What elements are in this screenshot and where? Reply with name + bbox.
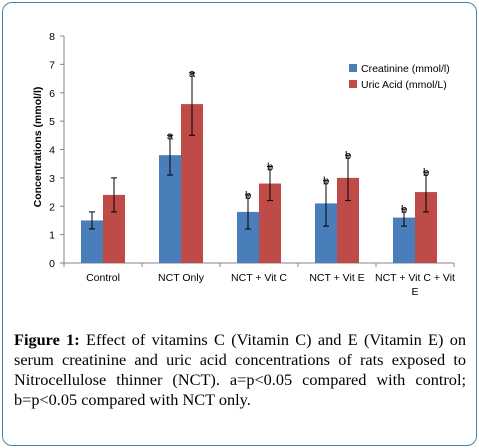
- legend-label: Creatinine (mmol/l): [361, 63, 450, 75]
- legend-swatch: [349, 80, 357, 88]
- x-tick-label: Control: [86, 272, 120, 284]
- y-tick-label: 8: [49, 31, 55, 43]
- x-tick-label: NCT + Vit E: [309, 272, 364, 284]
- y-tick-label: 2: [49, 201, 55, 213]
- significance-letter: b: [323, 176, 329, 188]
- y-axis-label: Concentrations (mmol/l): [32, 87, 44, 208]
- x-tick-label: NCT + Vit C: [231, 272, 287, 284]
- bar-chart: a b b b a b b b 0 1 2 3 4 5 6 7 8 Control NCT Only NCT + V…: [32, 31, 455, 298]
- chart-error-bars: [89, 72, 429, 230]
- legend-label: Uric Acid (mmol/L): [361, 79, 447, 91]
- significance-letter: b: [423, 167, 429, 179]
- x-tick-label: NCT Only: [158, 272, 205, 284]
- bar-creatinine: [159, 155, 181, 263]
- bar-uric-acid: [103, 194, 125, 263]
- y-tick-label: 5: [49, 116, 55, 128]
- bar-creatinine: [315, 203, 337, 263]
- y-tick-label: 3: [49, 173, 55, 185]
- significance-letter: a: [167, 130, 174, 142]
- significance-letter: b: [245, 190, 251, 202]
- chart-tick-labels: 0 1 2 3 4 5 6 7 8 Control NCT Only NCT + Vit C NCT +…: [49, 31, 455, 298]
- bar-uric-acid: [181, 104, 203, 263]
- y-tick-label: 7: [49, 59, 55, 71]
- y-tick-label: 6: [49, 88, 55, 100]
- bar-creatinine: [237, 211, 259, 263]
- figure-caption: Figure 1: Effect of vitamins C (Vitamin …: [14, 330, 466, 410]
- chart-legend: Creatinine (mmol/l) Uric Acid (mmol/L): [349, 63, 450, 91]
- bar-uric-acid: [415, 192, 437, 263]
- y-tick-label: 1: [49, 230, 55, 242]
- chart-annotations: a b b b a b b b: [167, 68, 429, 216]
- y-tick-label: 0: [49, 258, 55, 270]
- significance-letter: b: [267, 162, 273, 174]
- bar-uric-acid: [337, 177, 359, 263]
- legend-swatch: [349, 64, 357, 72]
- significance-letter: b: [345, 150, 351, 162]
- bar-uric-acid: [259, 183, 281, 263]
- chart-bars: [81, 104, 437, 263]
- bar-creatinine: [393, 217, 415, 263]
- caption-text: Effect of vitamins C (Vitamin C) and E (…: [14, 330, 466, 409]
- bar-creatinine: [81, 220, 103, 263]
- caption-label: Figure 1:: [14, 330, 80, 349]
- x-tick-label: NCT + Vit C + Vit E: [375, 272, 455, 298]
- y-tick-label: 4: [49, 145, 55, 157]
- significance-letter: b: [401, 204, 407, 216]
- significance-letter: a: [189, 68, 196, 80]
